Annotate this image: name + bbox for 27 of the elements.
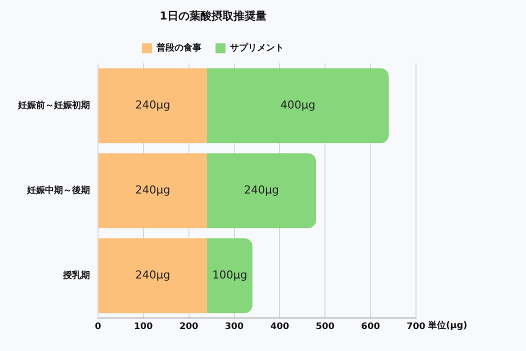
legend-label: 普段の食事 bbox=[156, 42, 202, 54]
x-axis-title: 単位(μg) bbox=[427, 320, 468, 332]
data-label: 400μg bbox=[280, 98, 316, 112]
y-tick-label: 妊娠中期～後期 bbox=[26, 185, 90, 196]
data-label: 240μg bbox=[135, 184, 170, 197]
bar bbox=[207, 238, 252, 314]
data-label: 240μg bbox=[244, 184, 280, 197]
bar bbox=[207, 153, 316, 228]
x-tick-label: 400 bbox=[270, 322, 290, 332]
legend-label: サプリメント bbox=[230, 42, 284, 54]
bar bbox=[98, 68, 208, 144]
y-tick-label: 授乳期 bbox=[62, 270, 90, 282]
x-tick-label: 0 bbox=[94, 322, 102, 332]
x-tick-label: 200 bbox=[179, 322, 198, 332]
x-tick-label: 700 bbox=[406, 322, 426, 332]
bar bbox=[98, 238, 208, 314]
chart-title: 1日の葉酸摂取推奨量 bbox=[160, 9, 266, 22]
x-tick-label: 300 bbox=[224, 322, 244, 332]
data-label: 100μg bbox=[212, 268, 248, 282]
bar bbox=[207, 68, 389, 144]
bar bbox=[98, 153, 208, 228]
x-tick-label: 600 bbox=[361, 322, 380, 332]
data-label: 240μg bbox=[135, 268, 170, 282]
x-tick-label: 100 bbox=[134, 322, 153, 332]
x-tick-label: 500 bbox=[316, 322, 335, 332]
data-label: 240μg bbox=[135, 98, 170, 112]
y-tick-label: 妊娠前～妊娠初期 bbox=[17, 100, 90, 112]
